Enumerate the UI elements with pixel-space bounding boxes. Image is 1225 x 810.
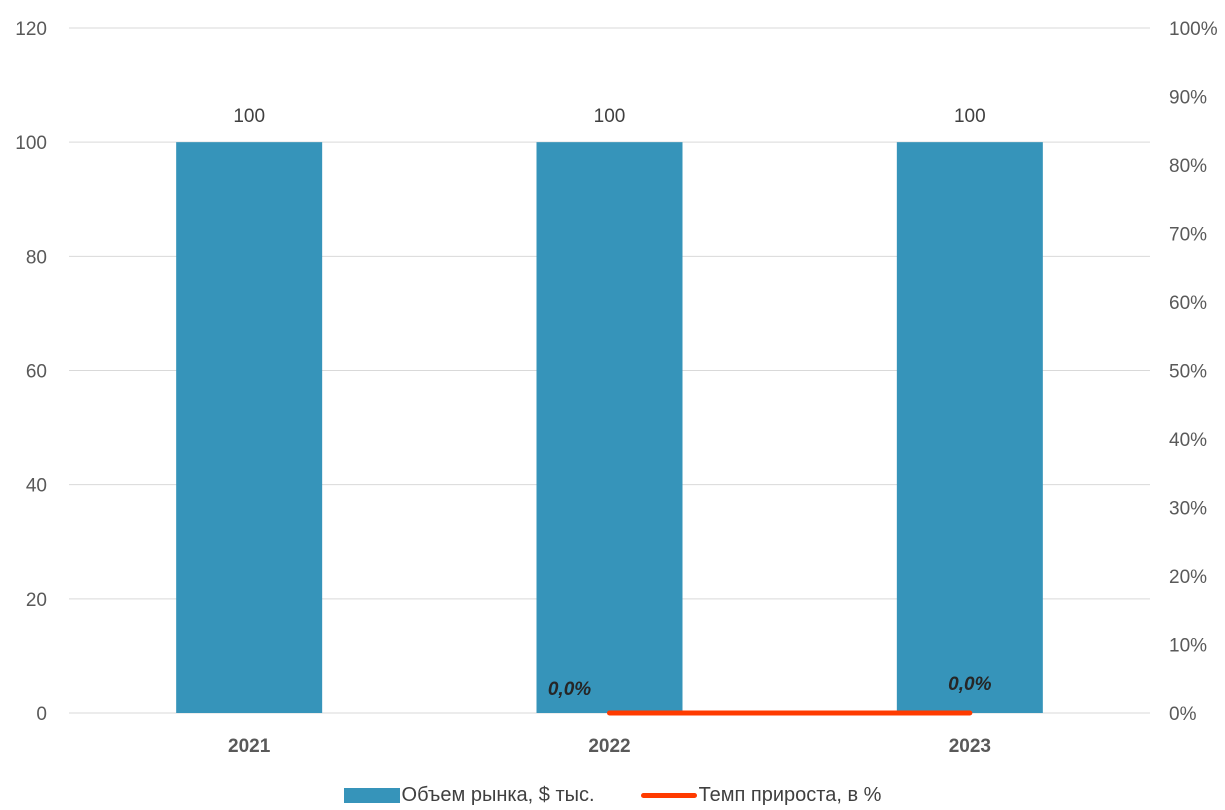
bar: [536, 142, 683, 713]
y-right-tick-label: 80%: [1169, 156, 1207, 177]
legend: Объем рынка, $ тыс. Темп прироста, в %: [0, 780, 1225, 810]
line-data-label: 0,0%: [548, 679, 591, 700]
x-category-label: 2023: [949, 736, 991, 757]
y-left-tick-label: 0: [36, 704, 47, 725]
y-left-tick-label: 100: [15, 133, 47, 154]
y-left-tick-label: 80: [26, 247, 47, 268]
y-left-tick-label: 120: [15, 19, 47, 40]
x-category-label: 2021: [228, 736, 271, 757]
category-axis-labels: 2021 2022 2023: [228, 736, 991, 757]
y-right-tick-label: 10%: [1169, 636, 1207, 657]
line-data-label: 0,0%: [948, 674, 991, 695]
bar-data-label: 100: [594, 106, 626, 127]
bar-data-label: 100: [954, 106, 986, 127]
data-labels: 100 100 100 0,0% 0,0%: [233, 106, 991, 700]
legend-line-label: Темп прироста, в %: [698, 783, 882, 806]
bar: [176, 142, 323, 713]
y-right-tick-label: 60%: [1169, 293, 1207, 314]
y-right-tick-label: 70%: [1169, 225, 1207, 246]
left-axis-ticks: 0 20 40 60 80 100 120: [15, 19, 47, 725]
y-right-tick-label: 40%: [1169, 430, 1207, 451]
legend-bar-label: Объем рынка, $ тыс.: [401, 783, 595, 806]
right-axis-ticks: 0% 10% 20% 30% 40% 50% 60% 70% 80% 90% 100%: [1169, 19, 1218, 725]
legend-item-bar[interactable]: Объем рынка, $ тыс.: [343, 783, 595, 807]
legend-bar-swatch: [343, 787, 400, 803]
bar: [896, 142, 1043, 713]
bar-data-label: 100: [233, 106, 265, 127]
y-right-tick-label: 20%: [1169, 567, 1207, 588]
x-category-label: 2022: [588, 736, 630, 757]
y-left-tick-label: 60: [26, 362, 47, 383]
y-right-tick-label: 30%: [1169, 499, 1207, 520]
y-right-tick-label: 100%: [1169, 19, 1218, 40]
bar-series: [176, 142, 1043, 713]
y-right-tick-label: 90%: [1169, 88, 1207, 109]
chart: 100 100 100 0,0% 0,0% 0 20 40 60 80 100 120 0% 10% 2…: [15, 19, 1218, 757]
y-left-tick-label: 20: [26, 590, 47, 611]
y-right-tick-label: 50%: [1169, 362, 1207, 383]
y-left-tick-label: 40: [26, 476, 47, 497]
legend-line-swatch: [640, 792, 697, 798]
legend-item-line[interactable]: Темп прироста, в %: [640, 783, 882, 807]
y-right-tick-label: 0%: [1169, 704, 1197, 725]
